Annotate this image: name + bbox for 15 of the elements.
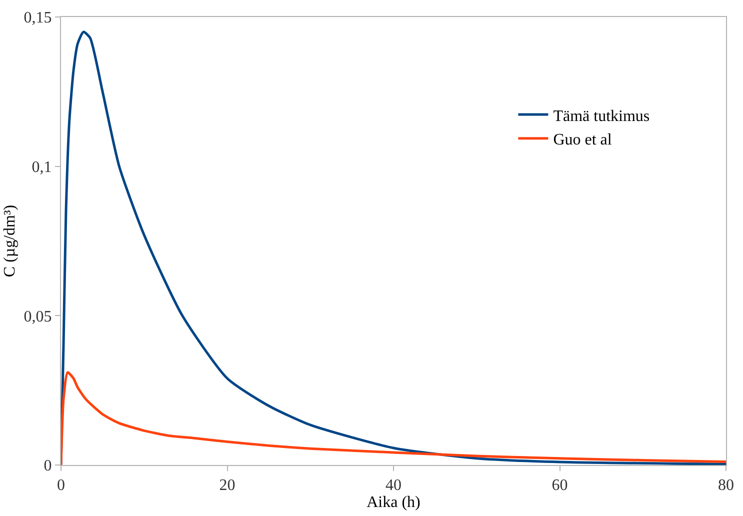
y-axis-title: C (µg/dm³) — [2, 204, 19, 278]
x-tick-label: 80 — [718, 477, 734, 494]
legend-label: Guo et al — [553, 132, 612, 149]
y-tick-label: 0,15 — [24, 10, 52, 27]
y-tick-label: 0,05 — [24, 308, 52, 326]
x-tick-label: 20 — [219, 477, 236, 494]
x-tick-label: 0 — [57, 477, 65, 494]
x-tick-label: 60 — [552, 477, 568, 494]
y-tick-label: 0,1 — [32, 158, 52, 176]
x-tick-label: 40 — [386, 477, 402, 494]
legend-label: Tämä tutkimus — [553, 108, 650, 125]
y-tick-label: 0 — [44, 458, 52, 475]
line-series — [61, 30, 726, 465]
line-series — [61, 371, 726, 465]
x-axis-title: Aika (h) — [366, 494, 420, 512]
